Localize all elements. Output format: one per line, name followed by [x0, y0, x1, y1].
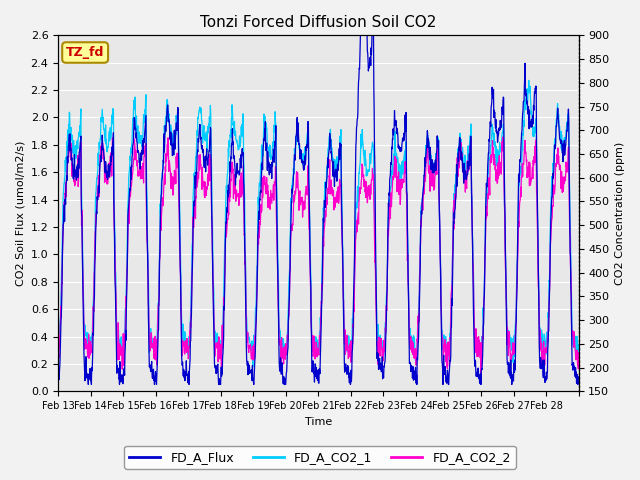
Legend: FD_A_Flux, FD_A_CO2_1, FD_A_CO2_2: FD_A_Flux, FD_A_CO2_1, FD_A_CO2_2 [124, 446, 516, 469]
X-axis label: Time: Time [305, 417, 332, 427]
Text: TZ_fd: TZ_fd [66, 46, 104, 59]
Title: Tonzi Forced Diffusion Soil CO2: Tonzi Forced Diffusion Soil CO2 [200, 15, 436, 30]
Y-axis label: CO2 Soil Flux (umol/m2/s): CO2 Soil Flux (umol/m2/s) [15, 141, 25, 286]
Y-axis label: CO2 Concentration (ppm): CO2 Concentration (ppm) [615, 142, 625, 285]
